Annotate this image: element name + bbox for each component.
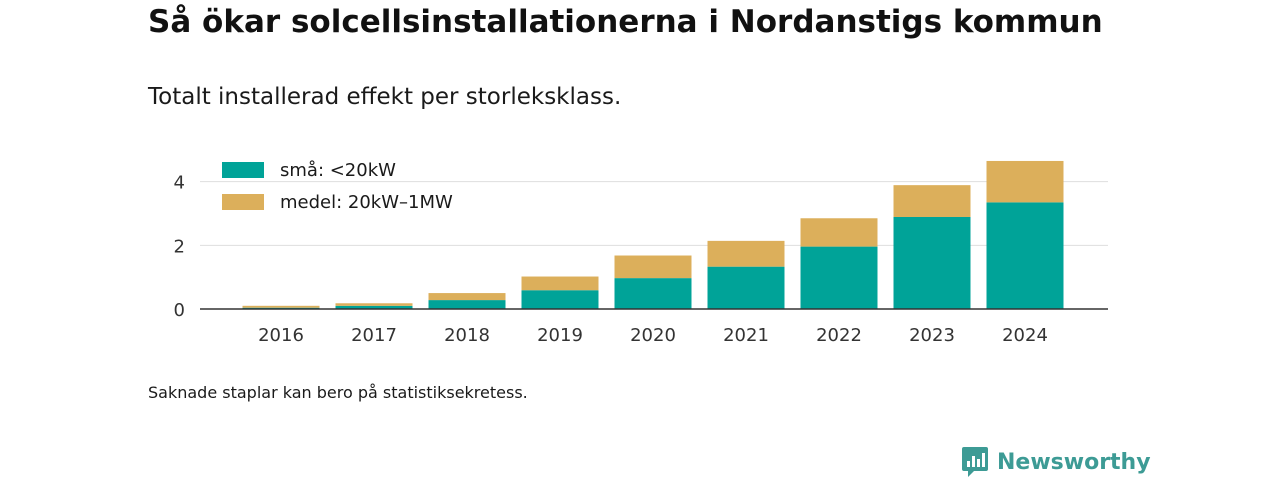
y-tick-label: 0 <box>174 300 185 321</box>
bar-medel-2020 <box>614 255 692 279</box>
x-tick-label: 2017 <box>351 325 397 346</box>
bar-medel-2023 <box>893 185 971 217</box>
bar-medel-2019 <box>521 276 599 291</box>
x-tick-label: 2019 <box>537 325 583 346</box>
bar-medel-2016 <box>242 305 320 308</box>
y-tick-label: 4 <box>174 173 185 194</box>
x-tick-label: 2018 <box>444 325 490 346</box>
legend: små: <20kW medel: 20kW–1MW <box>222 160 453 213</box>
brand-name: Newsworthy <box>997 449 1151 475</box>
stacked-bar-chart: 2016 2017 2018 2019 2020 2021 2022 2023 2024 0 2 4… <box>174 160 1108 346</box>
bar-sma-2019 <box>521 290 599 309</box>
y-tick-labels: 0 2 4 <box>174 173 185 321</box>
brand-logo[interactable]: Newsworthy <box>961 446 1151 478</box>
bars <box>242 160 1064 309</box>
legend-label: små: <20kW <box>280 160 396 181</box>
chart-subtitle: Totalt installerad effekt per storlekskl… <box>148 84 622 110</box>
legend-swatch <box>222 162 264 178</box>
x-tick-label: 2020 <box>630 325 676 346</box>
x-tick-label: 2022 <box>816 325 862 346</box>
x-tick-label: 2023 <box>909 325 955 346</box>
x-tick-label: 2021 <box>723 325 769 346</box>
bar-medel-2018 <box>428 293 506 301</box>
bar-sma-2024 <box>986 202 1064 309</box>
x-tick-labels: 2016 2017 2018 2019 2020 2021 2022 2023 2024 <box>258 325 1048 346</box>
bar-medel-2024 <box>986 160 1064 203</box>
bar-sma-2023 <box>893 216 971 309</box>
legend-label: medel: 20kW–1MW <box>280 192 453 213</box>
y-tick-label: 2 <box>174 236 185 257</box>
bar-sma-2020 <box>614 278 692 309</box>
bar-medel-2021 <box>707 240 785 267</box>
bar-medel-2022 <box>800 218 878 247</box>
bar-sma-2017 <box>335 305 413 309</box>
bar-sma-2021 <box>707 266 785 309</box>
legend-swatch <box>222 194 264 210</box>
chart-title: Så ökar solcellsinstallationerna i Norda… <box>148 4 1103 40</box>
bar-sma-2022 <box>800 246 878 309</box>
footnote: Saknade staplar kan bero på statistiksek… <box>148 383 528 402</box>
bar-medel-2017 <box>335 303 413 306</box>
bar-sma-2018 <box>428 300 506 309</box>
x-tick-label: 2024 <box>1002 325 1048 346</box>
newsworthy-logo-icon <box>962 447 988 477</box>
x-tick-label: 2016 <box>258 325 304 346</box>
